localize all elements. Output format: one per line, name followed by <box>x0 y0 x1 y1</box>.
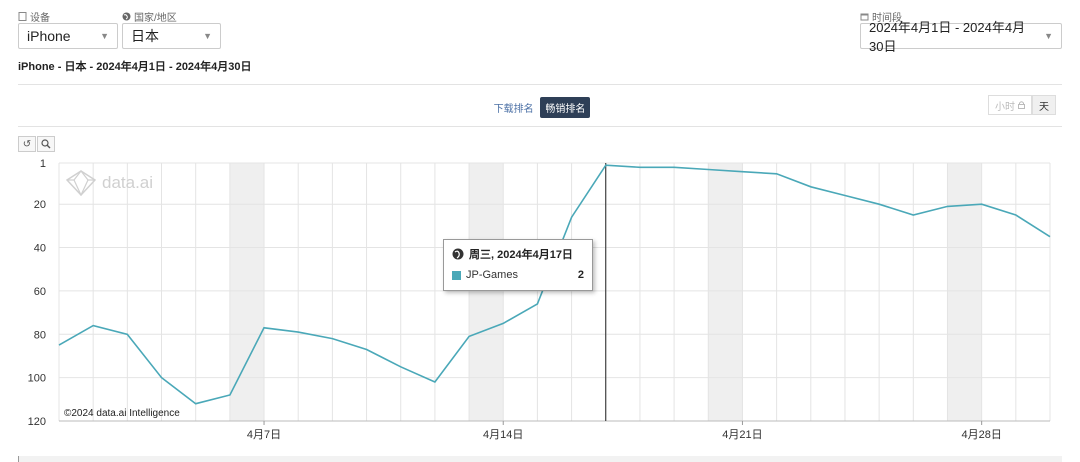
reset-zoom-icon: ↺ <box>22 138 32 150</box>
data-point <box>980 203 982 205</box>
y-tick-label: 60 <box>34 286 46 298</box>
weekend-band <box>229 163 265 421</box>
reset-zoom-button[interactable]: ↺ <box>18 136 36 152</box>
data-point <box>468 335 470 337</box>
country-label-text: 国家/地区 <box>134 13 177 24</box>
data-point <box>92 324 94 326</box>
data-point <box>810 186 812 188</box>
divider <box>18 126 1062 127</box>
data-point <box>673 166 675 168</box>
day-granularity-button[interactable]: 天 <box>1032 95 1056 115</box>
lock-icon <box>1018 101 1025 109</box>
y-tick-label: 80 <box>34 329 46 341</box>
period-label-text: 时间段 <box>872 13 902 24</box>
calendar-icon <box>860 13 869 21</box>
zoom-icon <box>41 139 51 149</box>
data-ai-logo-icon <box>66 170 96 196</box>
period-select-value: 2024年4月1日 - 2024年4月30日 <box>869 20 1026 54</box>
data-point <box>502 322 504 324</box>
data-point <box>297 331 299 333</box>
chart-tooltip: 周三, 2024年4月17日 JP-Games 2 <box>443 239 593 291</box>
chevron-down-icon: ▼ <box>1044 31 1053 41</box>
device-filter-label: 设备 <box>18 9 50 24</box>
country-select[interactable]: 日本 ▼ <box>122 23 221 49</box>
data-point <box>605 164 607 166</box>
data-point <box>536 303 538 305</box>
period-select[interactable]: 2024年4月1日 - 2024年4月30日 ▼ <box>860 20 1062 54</box>
y-tick-label: 20 <box>34 199 46 211</box>
data-point <box>912 214 914 216</box>
phone-icon <box>18 12 27 21</box>
data-point <box>160 376 162 378</box>
data-point <box>331 337 333 339</box>
data-point <box>365 348 367 350</box>
data-point <box>1015 214 1017 216</box>
page-subtitle: iPhone - 日本 - 2024年4月1日 - 2024年4月30日 <box>18 61 252 73</box>
device-label-text: 设备 <box>30 13 50 24</box>
weekend-band <box>947 163 982 421</box>
grossing-rank-tab[interactable]: 畅销排名 <box>540 97 591 118</box>
data-point <box>878 203 880 205</box>
data-point <box>844 194 846 196</box>
data-point <box>126 333 128 335</box>
scrollbar-track[interactable] <box>18 456 1062 462</box>
globe-icon <box>122 12 131 21</box>
data-point <box>58 344 60 346</box>
x-tick-label: 4月28日 <box>961 429 1001 441</box>
hour-label: 小时 <box>995 101 1015 113</box>
series-swatch <box>452 270 461 280</box>
copyright-text: ©2024 data.ai Intelligence <box>64 408 180 419</box>
hour-granularity-button[interactable]: 小时 <box>988 95 1032 115</box>
data-point <box>1049 236 1051 238</box>
weekend-band <box>469 163 504 421</box>
country-filter-label: 国家/地区 <box>122 9 177 24</box>
data-point <box>775 173 777 175</box>
data-point <box>434 381 436 383</box>
tooltip-series-name: JP-Games <box>466 269 518 281</box>
data-point <box>194 402 196 404</box>
globe-icon <box>452 248 464 260</box>
zoom-button[interactable] <box>37 136 55 152</box>
data-point <box>263 327 265 329</box>
rank-toggle: 下载排名 畅销排名 <box>0 97 1080 118</box>
y-tick-label: 40 <box>34 243 46 255</box>
tooltip-date: 周三, 2024年4月17日 <box>469 249 573 261</box>
day-label: 天 <box>1039 101 1049 113</box>
data-point <box>741 170 743 172</box>
y-tick-label: 100 <box>28 373 46 385</box>
granularity-toggle: 小时 天 <box>988 95 1056 115</box>
data-point <box>707 168 709 170</box>
x-tick-label: 4月14日 <box>483 429 523 441</box>
device-select-value: iPhone <box>27 28 71 44</box>
data-point <box>229 394 231 396</box>
watermark: data.ai <box>66 170 153 196</box>
x-tick-label: 4月7日 <box>247 429 281 441</box>
device-select[interactable]: iPhone ▼ <box>18 23 118 49</box>
country-select-value: 日本 <box>131 28 159 44</box>
data-point <box>946 205 948 207</box>
tooltip-value: 2 <box>577 269 584 281</box>
y-tick-label: 1 <box>40 158 46 170</box>
y-tick-label: 120 <box>28 416 46 428</box>
data-point <box>570 216 572 218</box>
weekend-band <box>708 163 743 421</box>
data-point <box>639 166 641 168</box>
chevron-down-icon: ▼ <box>100 31 109 41</box>
period-filter-label: 时间段 <box>860 9 902 24</box>
divider <box>18 84 1062 85</box>
data-point <box>400 366 402 368</box>
watermark-text: data.ai <box>102 173 154 192</box>
chevron-down-icon: ▼ <box>203 31 212 41</box>
x-tick-label: 4月21日 <box>722 429 762 441</box>
downloads-rank-tab[interactable]: 下载排名 <box>493 104 534 115</box>
